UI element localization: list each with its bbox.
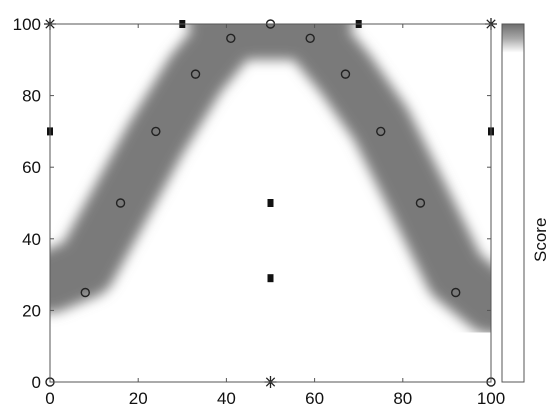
x-tick-label-2: 40 [217,389,236,408]
circle-marker-4 [190,69,201,79]
y-tick-label-4: 80 [22,87,41,106]
contour-field [50,24,491,335]
y-tick-label-2: 40 [22,230,41,249]
square-marker-3 [267,274,274,283]
x-tick-label-5: 100 [477,389,505,408]
square-marker-2 [267,199,274,207]
x-tick-label-0: 0 [45,389,54,408]
y-tick-label-3: 60 [22,158,41,177]
circle-marker-11 [451,287,461,298]
y-axis: 0 20 40 60 80 100 [13,15,491,392]
x-axis: 0 20 40 60 80 100 [45,24,505,408]
x-tick-label-3: 60 [305,389,324,408]
circle-marker-1 [80,287,90,298]
y-tick-label-1: 20 [22,301,41,320]
colorbar-label: Score [531,218,548,262]
y-tick-label-0: 0 [32,373,41,392]
plot-frame [49,23,492,383]
contour-peak [188,24,353,60]
circle-marker-2 [115,198,126,208]
circle-marker-3 [151,126,161,137]
colorbar [501,23,525,383]
circle-marker-9 [376,126,386,137]
contour-band [50,24,491,335]
circle-marker-7 [305,33,315,44]
circle-marker-10 [415,198,426,208]
y-tick-label-5: 100 [13,15,41,34]
circle-marker-8 [340,69,351,79]
x-tick-label-1: 20 [129,389,148,408]
circle-marker-5 [226,33,236,44]
x-tick-label-4: 80 [393,389,412,408]
